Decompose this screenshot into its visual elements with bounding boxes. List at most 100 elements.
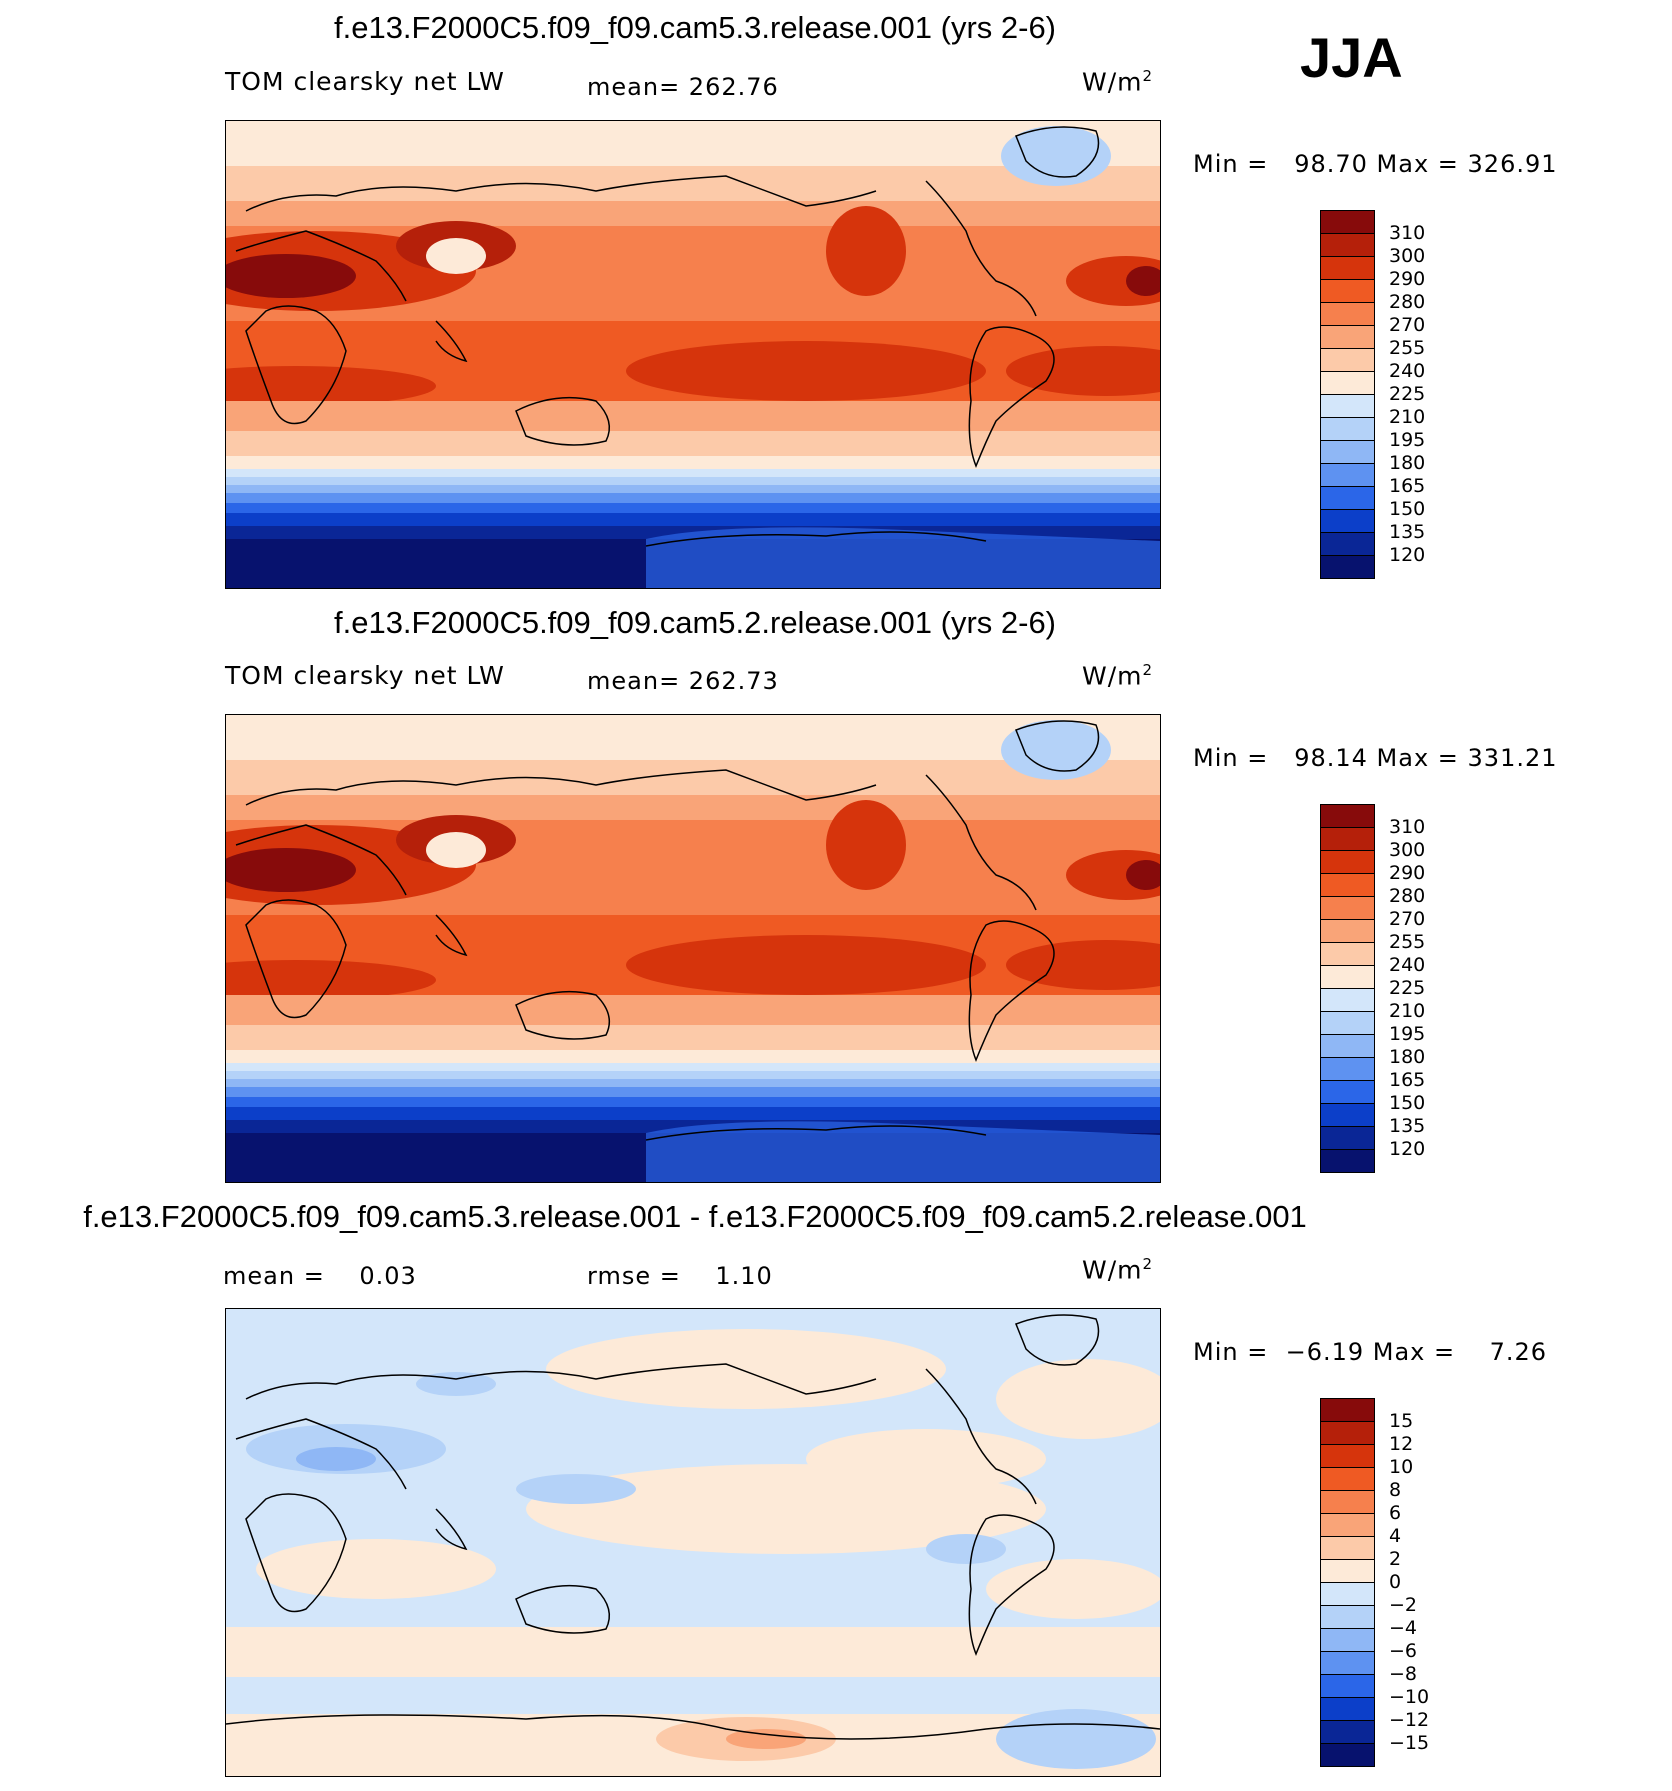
panel-3-field	[226, 1309, 1160, 1776]
colorbar-box	[1320, 1582, 1375, 1605]
panel-3-mean: mean = 0.03	[223, 1262, 417, 1290]
colorbar-tick: 150	[1389, 1092, 1426, 1114]
panel-2-minmax: Min = 98.14 Max = 331.21	[1193, 744, 1558, 772]
colorbar-box	[1320, 509, 1375, 532]
colorbar-box	[1320, 919, 1375, 942]
colorbar-box	[1320, 1467, 1375, 1490]
colorbar-box	[1320, 417, 1375, 440]
colorbar-box	[1320, 325, 1375, 348]
panel-3-units: W/m2	[1082, 1255, 1154, 1285]
colorbar-tick: 150	[1389, 498, 1426, 520]
colorbar-tick: 255	[1389, 337, 1426, 359]
colorbar-tick: 300	[1389, 839, 1426, 861]
colorbar-box	[1320, 532, 1375, 555]
colorbar-tick: 180	[1389, 1046, 1426, 1068]
colorbar-box	[1320, 1490, 1375, 1513]
panel-2-title: f.e13.F2000C5.f09_f09.cam5.2.release.001…	[333, 605, 1057, 640]
colorbar-box	[1320, 463, 1375, 486]
colorbar-box	[1320, 302, 1375, 325]
panel-3-title: f.e13.F2000C5.f09_f09.cam5.3.release.001…	[83, 1199, 1307, 1234]
colorbar-tick: 210	[1389, 406, 1426, 428]
panel-3-map	[225, 1308, 1161, 1777]
colorbar-tick: 270	[1389, 908, 1426, 930]
colorbar-box	[1320, 1674, 1375, 1697]
panel-2-colorbar	[1320, 804, 1375, 1173]
colorbar-box	[1320, 1034, 1375, 1057]
colorbar-box	[1320, 1103, 1375, 1126]
colorbar-tick: 8	[1389, 1479, 1402, 1501]
panel-1-variable: TOM clearsky net LW	[225, 67, 505, 96]
colorbar-box	[1320, 1536, 1375, 1559]
colorbar-tick: 10	[1389, 1456, 1414, 1478]
colorbar-box	[1320, 942, 1375, 965]
colorbar-tick: −4	[1389, 1617, 1418, 1639]
colorbar-tick: −6	[1389, 1640, 1418, 1662]
colorbar-box	[1320, 1628, 1375, 1651]
colorbar-tick: 180	[1389, 452, 1426, 474]
colorbar-tick: 120	[1389, 544, 1426, 566]
colorbar-box	[1320, 486, 1375, 509]
panel-1-colorbar	[1320, 210, 1375, 579]
colorbar-tick: 195	[1389, 429, 1426, 451]
colorbar-tick: 280	[1389, 885, 1426, 907]
colorbar-box	[1320, 1421, 1375, 1444]
colorbar-box	[1320, 256, 1375, 279]
colorbar-box	[1320, 965, 1375, 988]
colorbar-tick: 255	[1389, 931, 1426, 953]
colorbar-box	[1320, 1559, 1375, 1582]
panel-1-title: f.e13.F2000C5.f09_f09.cam5.3.release.001…	[333, 10, 1057, 45]
colorbar-tick: 15	[1389, 1410, 1414, 1432]
colorbar-box	[1320, 371, 1375, 394]
colorbar-box	[1320, 1011, 1375, 1034]
colorbar-box	[1320, 1057, 1375, 1080]
colorbar-box	[1320, 440, 1375, 463]
panel-2-units: W/m2	[1082, 661, 1154, 691]
colorbar-box	[1320, 1513, 1375, 1536]
colorbar-tick: 225	[1389, 383, 1426, 405]
colorbar-tick: 6	[1389, 1502, 1402, 1524]
panel-1-mean: mean= 262.76	[587, 73, 779, 101]
colorbar-box	[1320, 210, 1375, 233]
colorbar-box	[1320, 988, 1375, 1011]
colorbar-box	[1320, 1149, 1375, 1173]
colorbar-tick: −2	[1389, 1594, 1418, 1616]
colorbar-tick: 165	[1389, 475, 1426, 497]
colorbar-tick: 225	[1389, 977, 1426, 999]
colorbar-box	[1320, 1720, 1375, 1743]
colorbar-box	[1320, 1398, 1375, 1421]
panel-2-field	[226, 715, 1160, 1182]
colorbar-tick: −15	[1389, 1732, 1430, 1754]
panel-3-minmax: Min = −6.19 Max = 7.26	[1193, 1338, 1548, 1366]
colorbar-tick: 270	[1389, 314, 1426, 336]
colorbar-tick: 135	[1389, 1115, 1426, 1137]
panel-1-minmax: Min = 98.70 Max = 326.91	[1193, 150, 1558, 178]
panel-1-field	[226, 121, 1160, 588]
season-label: JJA	[1300, 26, 1403, 89]
panel-1-units: W/m2	[1082, 67, 1154, 97]
colorbar-tick: 4	[1389, 1525, 1402, 1547]
colorbar-tick: 135	[1389, 521, 1426, 543]
colorbar-box	[1320, 1605, 1375, 1628]
colorbar-box	[1320, 555, 1375, 579]
colorbar-tick: 290	[1389, 862, 1426, 884]
colorbar-box	[1320, 1743, 1375, 1767]
colorbar-tick: 280	[1389, 291, 1426, 313]
colorbar-box	[1320, 827, 1375, 850]
colorbar-tick: 210	[1389, 1000, 1426, 1022]
colorbar-tick: 120	[1389, 1138, 1426, 1160]
panel-2-mean: mean= 262.73	[587, 667, 779, 695]
colorbar-box	[1320, 394, 1375, 417]
colorbar-tick: 12	[1389, 1433, 1414, 1455]
colorbar-box	[1320, 896, 1375, 919]
colorbar-tick: 240	[1389, 360, 1426, 382]
colorbar-box	[1320, 850, 1375, 873]
colorbar-tick: 195	[1389, 1023, 1426, 1045]
colorbar-box	[1320, 1080, 1375, 1103]
colorbar-box	[1320, 804, 1375, 827]
colorbar-box	[1320, 873, 1375, 896]
colorbar-tick: 310	[1389, 816, 1426, 838]
panel-2-map	[225, 714, 1161, 1183]
colorbar-tick: 300	[1389, 245, 1426, 267]
colorbar-box	[1320, 1126, 1375, 1149]
colorbar-box	[1320, 233, 1375, 256]
